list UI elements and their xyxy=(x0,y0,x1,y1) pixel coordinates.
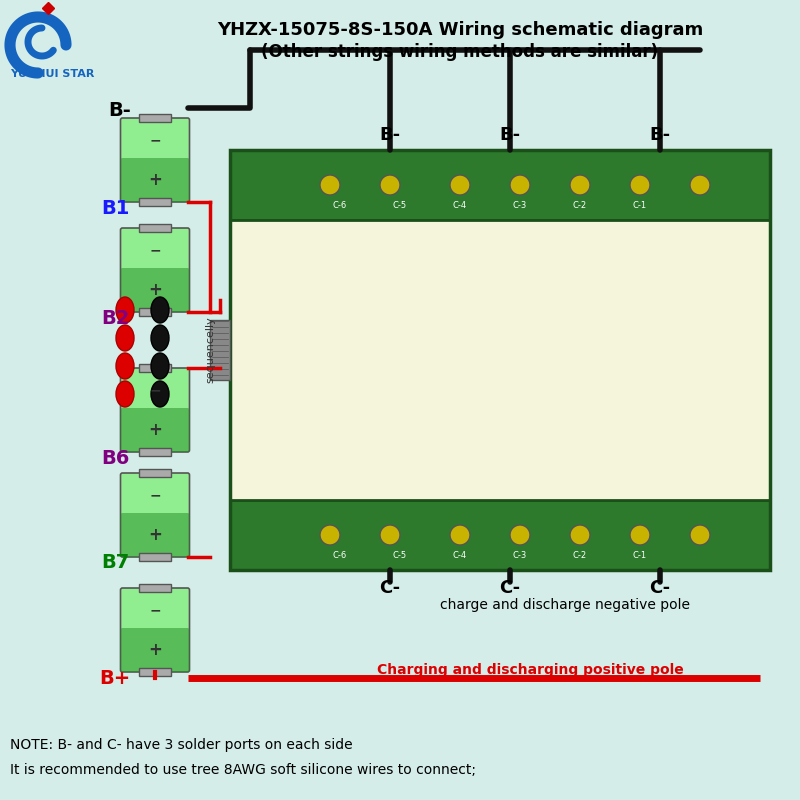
FancyBboxPatch shape xyxy=(121,118,190,202)
Text: YHZX-15075-8S-150A Wiring schematic diagram: YHZX-15075-8S-150A Wiring schematic diag… xyxy=(217,21,703,39)
Text: (Other strings wiring methods are similar): (Other strings wiring methods are simila… xyxy=(262,43,658,61)
Ellipse shape xyxy=(151,325,169,351)
Bar xyxy=(138,553,171,561)
Text: B7: B7 xyxy=(101,554,129,573)
Bar xyxy=(230,150,770,220)
Circle shape xyxy=(380,175,400,195)
Text: +: + xyxy=(148,641,162,659)
Bar xyxy=(138,224,171,232)
FancyBboxPatch shape xyxy=(121,588,190,672)
Circle shape xyxy=(510,175,530,195)
Circle shape xyxy=(630,175,650,195)
Text: C-3: C-3 xyxy=(513,550,527,559)
Text: C-6: C-6 xyxy=(333,201,347,210)
Text: C-2: C-2 xyxy=(573,550,587,559)
Text: YUNHUI STAR: YUNHUI STAR xyxy=(10,69,94,79)
FancyBboxPatch shape xyxy=(121,408,190,452)
FancyBboxPatch shape xyxy=(121,628,190,672)
Text: +: + xyxy=(148,526,162,544)
Text: C-2: C-2 xyxy=(573,201,587,210)
FancyBboxPatch shape xyxy=(121,268,190,312)
Text: C-4: C-4 xyxy=(453,550,467,559)
Bar xyxy=(230,150,770,570)
Bar xyxy=(138,668,171,676)
Text: B2: B2 xyxy=(101,309,129,327)
Text: C-5: C-5 xyxy=(393,550,407,559)
Bar xyxy=(138,469,171,477)
Text: C-1: C-1 xyxy=(633,201,647,210)
Bar xyxy=(138,584,171,592)
FancyBboxPatch shape xyxy=(121,158,190,202)
Text: +: + xyxy=(148,171,162,189)
Text: C-: C- xyxy=(379,579,401,597)
Bar xyxy=(210,320,230,380)
FancyBboxPatch shape xyxy=(121,228,190,312)
Ellipse shape xyxy=(151,381,169,407)
Ellipse shape xyxy=(151,353,169,379)
Text: B6: B6 xyxy=(101,449,129,467)
Circle shape xyxy=(450,525,470,545)
Text: B-: B- xyxy=(379,126,401,144)
Bar xyxy=(230,220,770,500)
Circle shape xyxy=(690,525,710,545)
Circle shape xyxy=(570,525,590,545)
Bar xyxy=(138,364,171,372)
Bar xyxy=(138,308,171,316)
Bar xyxy=(138,114,171,122)
FancyBboxPatch shape xyxy=(121,513,190,557)
Text: C-5: C-5 xyxy=(393,201,407,210)
Text: −: − xyxy=(149,243,161,257)
Text: NOTE: B- and C- have 3 solder ports on each side: NOTE: B- and C- have 3 solder ports on e… xyxy=(10,738,353,752)
Circle shape xyxy=(450,175,470,195)
Text: C-4: C-4 xyxy=(453,201,467,210)
FancyBboxPatch shape xyxy=(121,368,190,452)
Ellipse shape xyxy=(116,325,134,351)
Text: charge and discharge negative pole: charge and discharge negative pole xyxy=(440,598,690,612)
Text: +: + xyxy=(148,281,162,299)
Circle shape xyxy=(320,525,340,545)
Text: −: − xyxy=(149,133,161,147)
Text: C-: C- xyxy=(650,579,670,597)
Text: C-: C- xyxy=(499,579,521,597)
Circle shape xyxy=(570,175,590,195)
Text: It is recommended to use tree 8AWG soft silicone wires to connect;: It is recommended to use tree 8AWG soft … xyxy=(10,763,476,777)
Circle shape xyxy=(380,525,400,545)
Circle shape xyxy=(510,525,530,545)
Text: B-: B- xyxy=(650,126,670,144)
Text: +: + xyxy=(148,421,162,439)
Text: C-3: C-3 xyxy=(513,201,527,210)
Text: −: − xyxy=(149,603,161,617)
Circle shape xyxy=(320,175,340,195)
Ellipse shape xyxy=(151,297,169,323)
Bar xyxy=(138,448,171,456)
Text: B-: B- xyxy=(499,126,521,144)
Text: Charging and discharging positive pole: Charging and discharging positive pole xyxy=(377,663,683,677)
Text: B1: B1 xyxy=(101,198,129,218)
Text: B-: B- xyxy=(109,101,131,119)
Bar xyxy=(138,198,171,206)
Bar xyxy=(230,500,770,570)
Text: C-6: C-6 xyxy=(333,550,347,559)
FancyBboxPatch shape xyxy=(121,473,190,557)
Text: sequencelly: sequencelly xyxy=(205,317,215,383)
Text: −: − xyxy=(149,488,161,502)
Ellipse shape xyxy=(116,297,134,323)
Ellipse shape xyxy=(116,353,134,379)
Text: C-1: C-1 xyxy=(633,550,647,559)
Ellipse shape xyxy=(116,381,134,407)
Circle shape xyxy=(630,525,650,545)
Text: B+: B+ xyxy=(99,669,130,687)
Circle shape xyxy=(690,175,710,195)
Text: −: − xyxy=(149,383,161,397)
